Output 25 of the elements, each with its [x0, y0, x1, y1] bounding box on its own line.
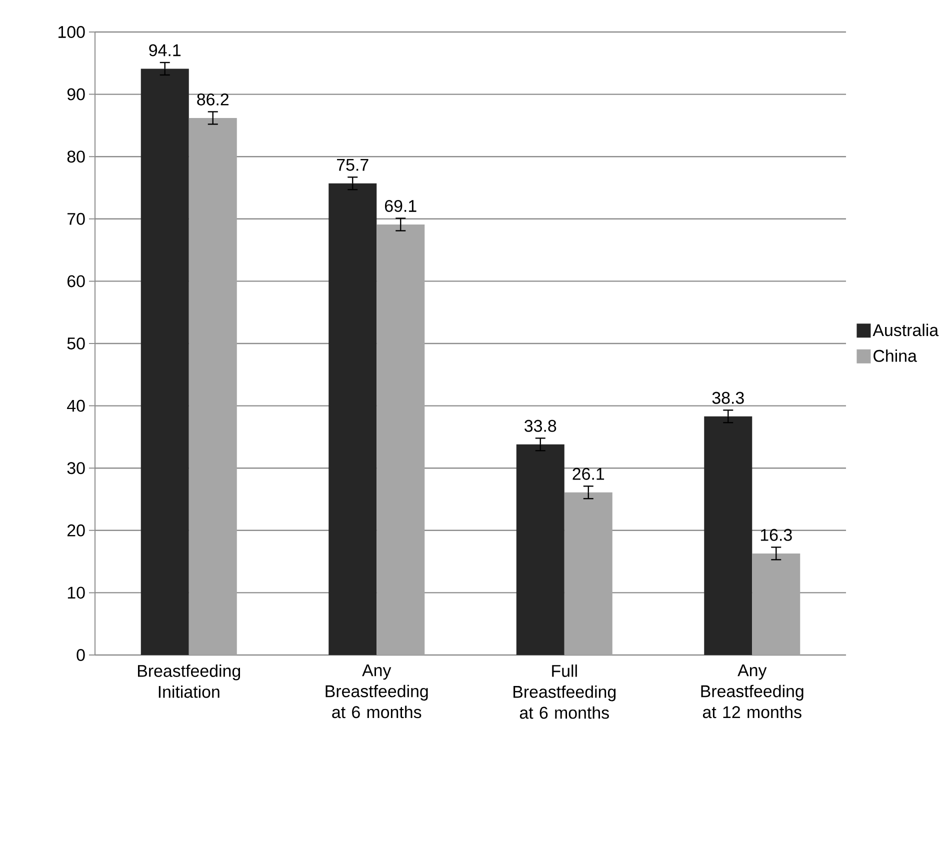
y-tick-label: 40 — [67, 400, 85, 412]
data-label: 33.8 — [524, 420, 556, 432]
y-tick-label: 10 — [68, 586, 85, 599]
y-tick-label: 20 — [68, 524, 85, 536]
x-tick-label: Breastfeeding Initiation — [138, 664, 240, 698]
data-label: 94.1 — [149, 44, 181, 56]
y-tick-label: 50 — [67, 337, 85, 350]
x-tick-label: Any Breastfeeding at 6 months — [326, 664, 428, 718]
data-label: 86.2 — [197, 93, 228, 106]
y-tick-label: 0 — [76, 649, 85, 661]
x-tick-label: Any Breastfeeding at 12 months — [701, 664, 804, 718]
data-label: 26.1 — [572, 468, 604, 480]
y-tick-label: 60 — [68, 275, 85, 288]
data-label: 75.7 — [337, 159, 368, 171]
x-tick-label: Full Breastfeeding at 6 months — [514, 664, 616, 719]
data-label: 38.3 — [712, 392, 744, 404]
legend-label: China — [874, 349, 917, 362]
y-tick-label: 30 — [67, 462, 85, 474]
y-tick-label: 100 — [58, 26, 85, 38]
data-label: 16.3 — [760, 528, 792, 541]
legend-label: Australia — [872, 324, 939, 336]
y-tick-label: 90 — [67, 88, 85, 100]
data-label: 69.1 — [385, 200, 416, 212]
y-tick-label: 80 — [67, 150, 85, 163]
y-tick-label: 70 — [68, 212, 85, 225]
